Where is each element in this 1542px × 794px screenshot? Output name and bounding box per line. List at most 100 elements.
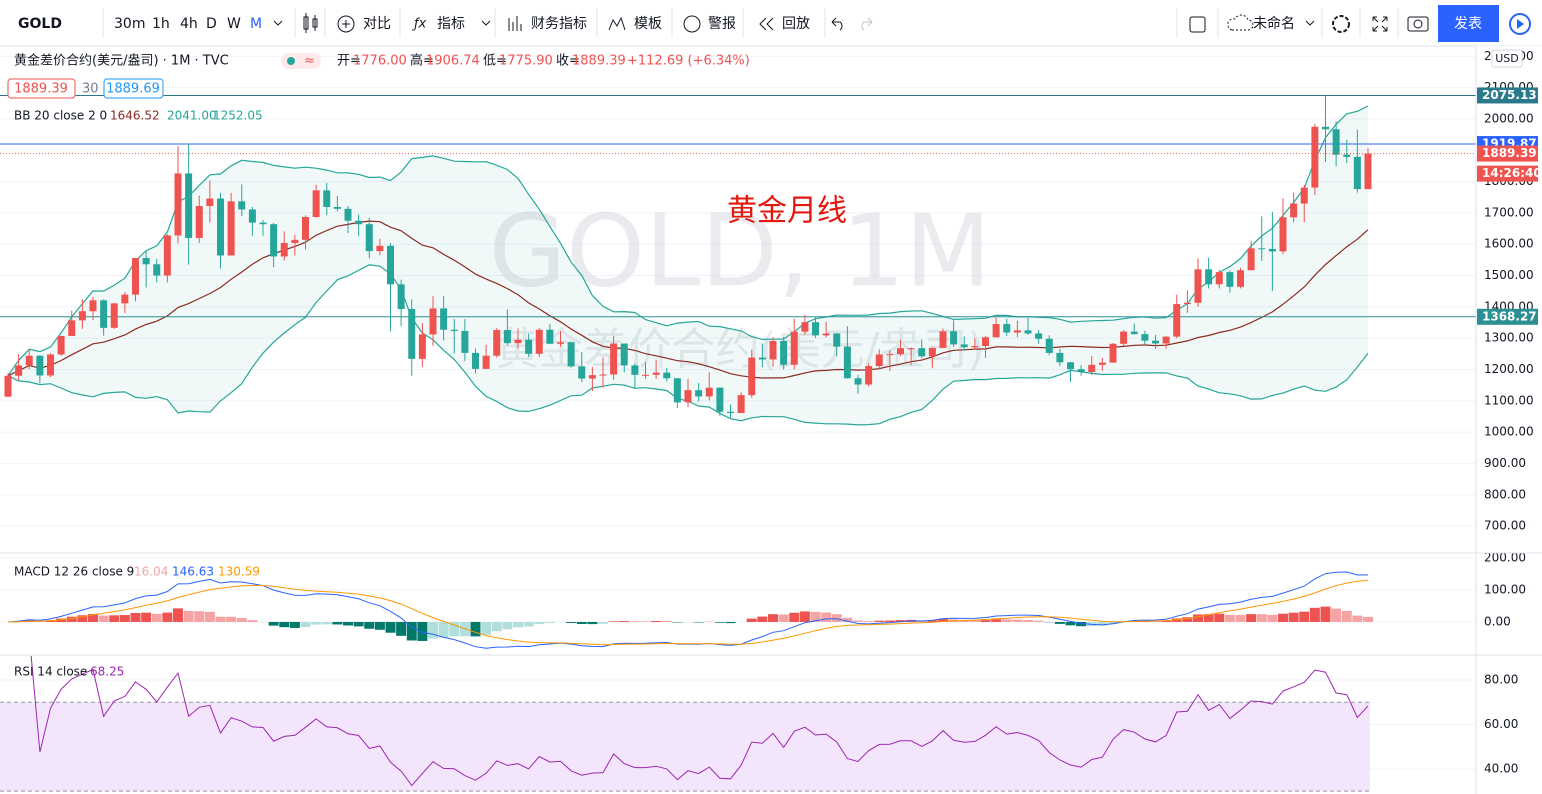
publish-button[interactable] [1438, 5, 1499, 42]
macd-histogram [1320, 606, 1331, 622]
interval-active[interactable]: M [250, 16, 262, 32]
compare-icon[interactable] [337, 15, 355, 33]
macd-histogram [725, 621, 736, 624]
overlay: 黄金差价合约(美元/盎司) · 1M · TVC ≈ 开= 1776.00 高=… [7, 53, 750, 679]
chevron[interactable] [1305, 20, 1315, 26]
interval[interactable]: D [206, 16, 217, 32]
chevron[interactable] [481, 20, 491, 26]
chevron[interactable] [273, 20, 283, 26]
symbol[interactable]: GOLD [18, 16, 62, 32]
macd-histogram [1065, 621, 1076, 626]
candle-body [610, 343, 618, 375]
candle-body [1343, 154, 1351, 157]
candle-body [387, 245, 394, 285]
ohlc-label: 开= [337, 54, 361, 69]
candle-body [514, 339, 522, 344]
y-tick-label: 200.00 [1484, 550, 1526, 564]
candle-body [535, 329, 543, 354]
templates-button[interactable]: 模板 [634, 16, 662, 32]
alert-icon[interactable] [683, 15, 701, 33]
macd-histogram [969, 620, 980, 622]
redo[interactable] [861, 17, 873, 31]
replay-icon[interactable] [759, 17, 774, 31]
y-tick-label: 1600.00 [1484, 237, 1534, 251]
publish-label[interactable]: 发表 [1454, 16, 1482, 32]
macd-histogram [810, 611, 821, 622]
undo[interactable] [831, 17, 843, 31]
buy-box[interactable] [103, 78, 164, 99]
fullscreen-icon[interactable] [1372, 16, 1388, 32]
play-button[interactable] [1509, 13, 1531, 35]
candle-body [1173, 304, 1181, 337]
y-tick-label: 2000.00 [1484, 111, 1534, 125]
interval[interactable]: 4h [180, 16, 198, 32]
candle-body [1311, 126, 1319, 188]
macd-histogram [321, 621, 332, 625]
financials-button[interactable]: 财务指标 [531, 16, 587, 32]
currency-box [1491, 49, 1523, 68]
macd-histogram [502, 621, 513, 630]
layout-name[interactable]: 未命名 [1253, 15, 1295, 32]
candle-body [376, 245, 384, 252]
macd-histogram [428, 621, 438, 639]
candle-body [1088, 364, 1096, 372]
candle-body [1258, 248, 1266, 250]
compare-button[interactable]: 对比 [363, 16, 391, 32]
candle-body [631, 365, 639, 375]
macd-pane [0, 557, 1476, 649]
macd-histogram [1235, 614, 1246, 622]
candle-body [1226, 272, 1234, 287]
bid[interactable]: 1889.39 [14, 82, 68, 97]
macd-histogram [1288, 612, 1299, 622]
alert-button[interactable]: 警报 [708, 16, 736, 32]
last-price-label: 1889.39 [1482, 146, 1537, 160]
candle-body [780, 340, 788, 365]
macd-hist-value: 16.04 [134, 565, 168, 579]
financials-icon[interactable] [508, 16, 522, 31]
settings-icon[interactable] [1332, 15, 1350, 33]
interval[interactable]: 30m [114, 16, 145, 32]
candle-body [695, 390, 703, 397]
cloud-icon[interactable] [1227, 14, 1254, 31]
sell-box[interactable] [7, 78, 76, 99]
ask[interactable]: 1889.69 [106, 82, 160, 97]
macd-histogram [396, 621, 407, 636]
layout-icon[interactable] [1189, 16, 1206, 33]
replay-button[interactable]: 回放 [782, 16, 810, 32]
candle-body [238, 201, 246, 210]
candle-icon[interactable] [303, 13, 318, 33]
market-status [287, 57, 295, 65]
candle-body [4, 375, 12, 397]
macd-histogram [566, 621, 577, 623]
templates-icon[interactable] [608, 16, 626, 31]
candle-body [344, 208, 352, 221]
snapshot-icon[interactable] [1407, 16, 1429, 32]
candle-body [25, 355, 33, 366]
macd-histogram [364, 621, 375, 629]
macd-histogram [1224, 614, 1235, 622]
change: +112.69 (+6.34%) [627, 54, 750, 69]
candle-body [716, 387, 724, 412]
candle-body [1353, 156, 1361, 190]
candle-body [482, 355, 490, 369]
candle-body [1067, 362, 1074, 370]
candle-body [461, 330, 469, 353]
candle-body [1130, 331, 1138, 335]
hline-label-bg [1477, 87, 1538, 104]
price-axis: 700.00 800.00 900.00 1000.00 1100.00 1200.00 1… [1475, 46, 1542, 794]
candle-body [280, 242, 288, 257]
fx-icon[interactable]: ƒx [411, 17, 427, 32]
candle-body [493, 330, 501, 356]
candle-body [153, 264, 161, 276]
macd-histogram [1193, 614, 1203, 622]
interval[interactable]: 1h [152, 16, 170, 32]
y-tick-label: 80.00 [1484, 673, 1518, 687]
macd-histogram [789, 612, 800, 622]
indicators-button[interactable]: 指标 [437, 16, 465, 32]
bb-label: BB 20 close 2 0 [14, 109, 107, 123]
y-tick-label: 1000.00 [1484, 425, 1534, 439]
interval[interactable]: W [227, 16, 241, 32]
macd-histogram [1033, 620, 1044, 622]
macd-histogram [194, 611, 205, 622]
